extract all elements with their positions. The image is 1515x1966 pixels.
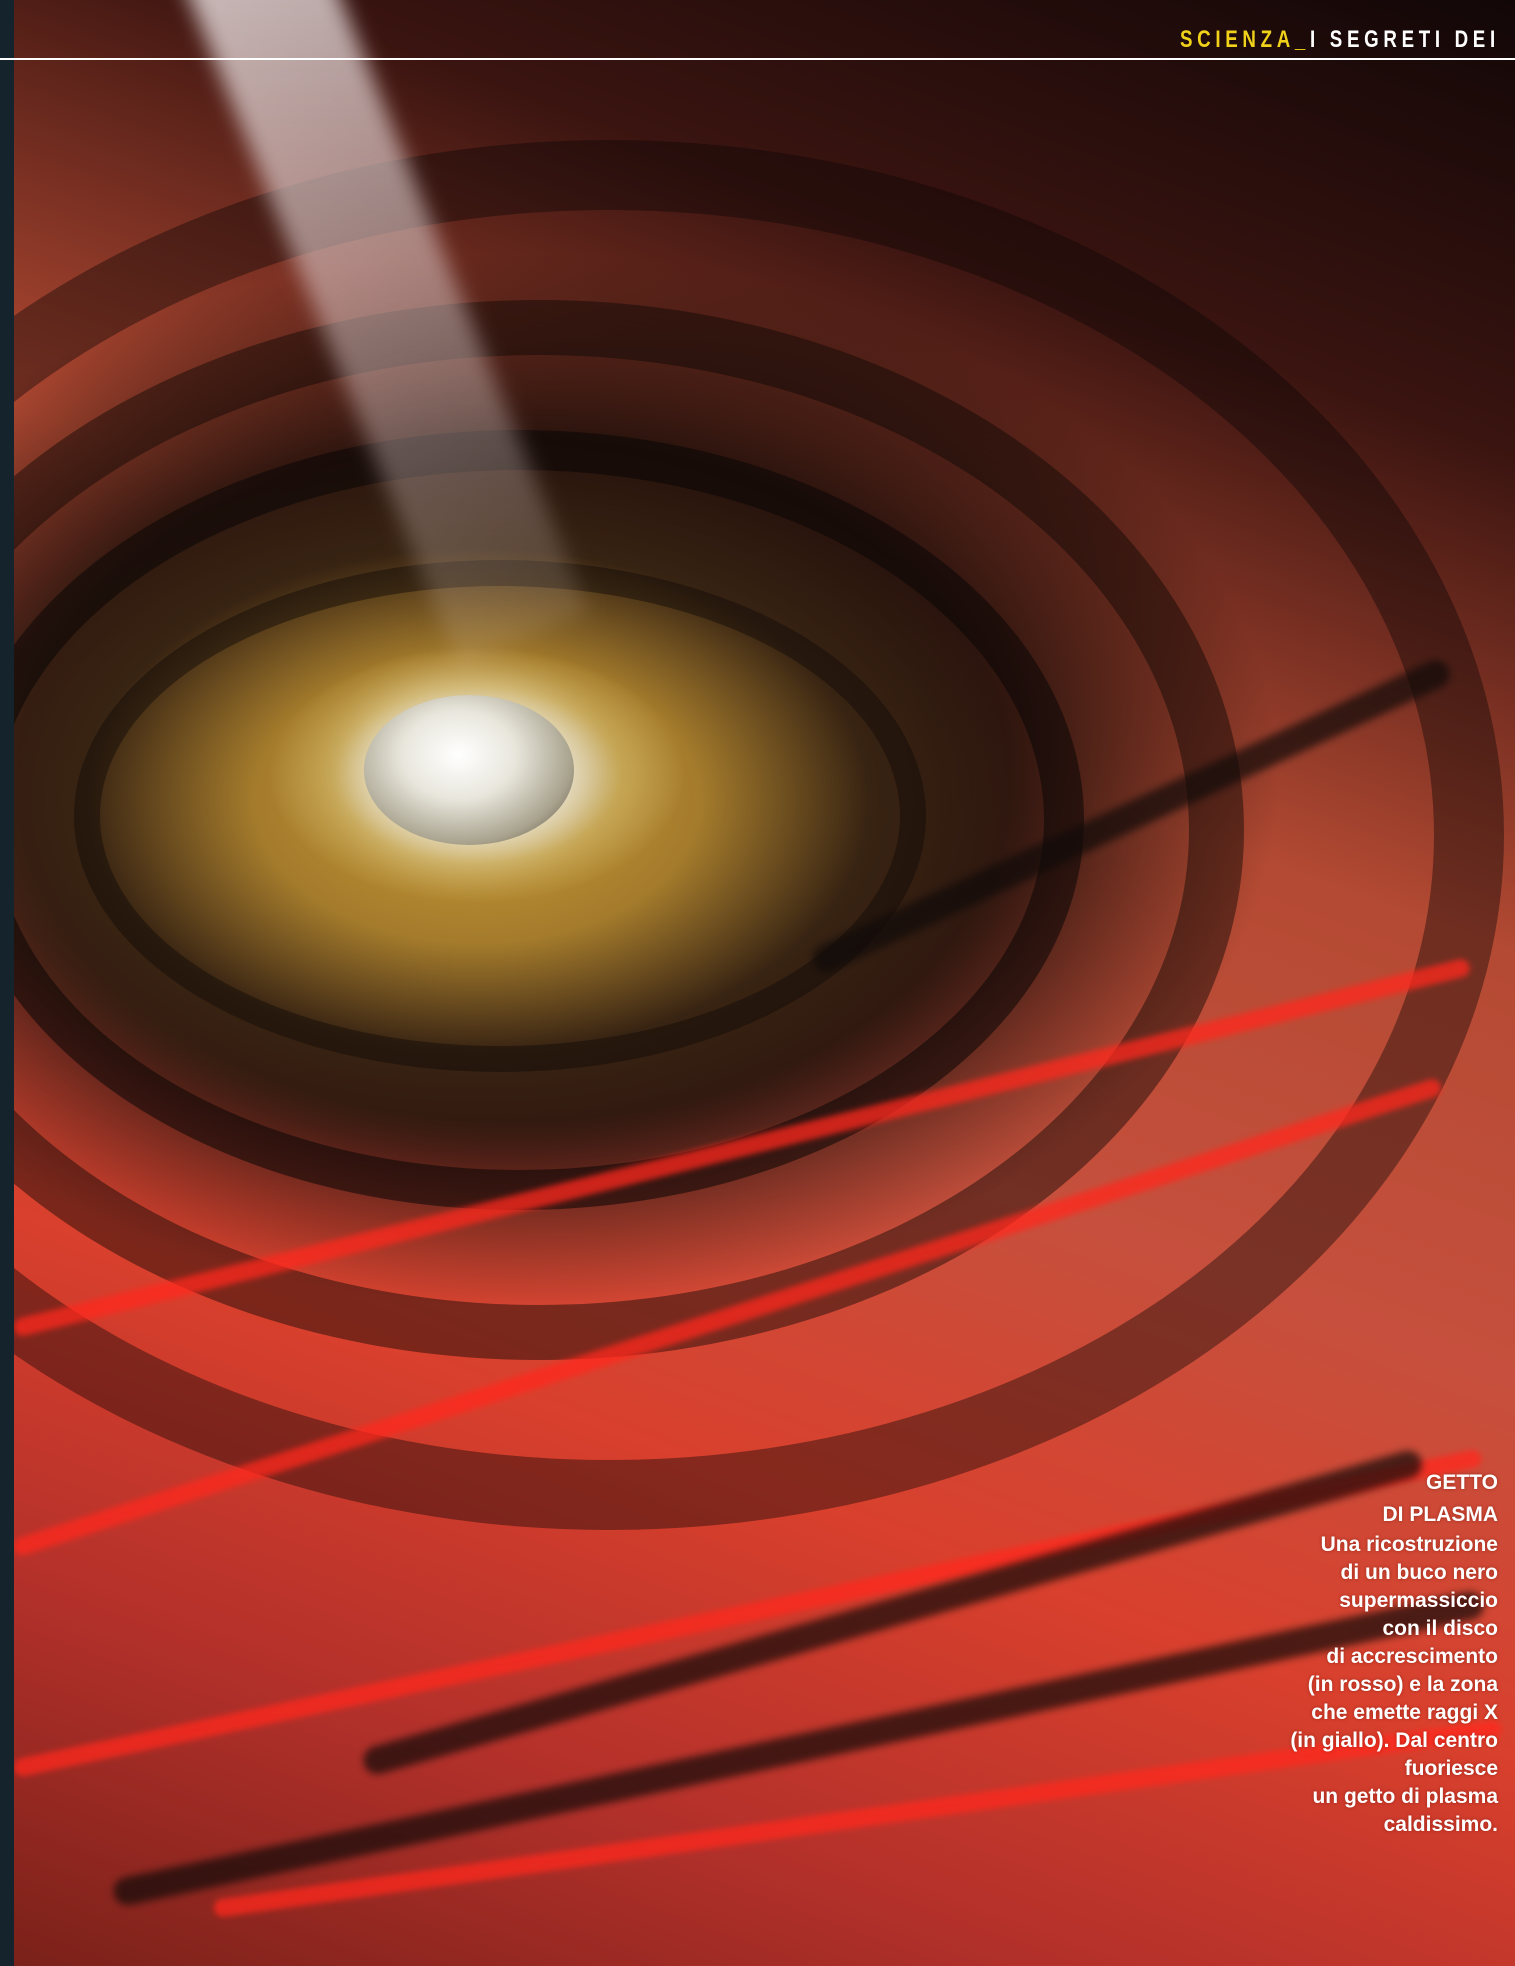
header-rule (0, 58, 1515, 60)
caption-body-line: caldissimo. (1383, 1813, 1498, 1836)
caption-body-line: un getto di plasma (1312, 1785, 1498, 1808)
caption-body-line: di un buco nero (1340, 1561, 1499, 1584)
figure-caption: GETTO DI PLASMA Una ricostruzione di un … (1198, 1467, 1498, 1839)
caption-title-line: GETTO (1426, 1471, 1498, 1494)
caption-body-line: che emette raggi X (1311, 1701, 1498, 1724)
caption-body-line: con il disco (1382, 1617, 1498, 1640)
section-label: SCIENZA (1180, 26, 1295, 53)
caption-title-line: DI PLASMA (1382, 1503, 1499, 1526)
header-separator: _ (1294, 26, 1311, 53)
caption-body-line: (in rosso) e la zona (1307, 1673, 1498, 1696)
caption-body-line: fuoriesce (1404, 1757, 1498, 1780)
black-hole-illustration (14, 0, 1515, 1966)
caption-body-line: supermassiccio (1339, 1589, 1498, 1612)
page-edge-strip (0, 0, 14, 1966)
caption-body-line: Una ricostruzione (1320, 1533, 1498, 1556)
black-hole-core (364, 695, 574, 845)
caption-body-line: (in giallo). Dal centro (1290, 1729, 1498, 1752)
caption-body-line: di accrescimento (1326, 1645, 1498, 1668)
running-header: SCIENZA_I SEGRETI DEI (1180, 26, 1500, 54)
header-title: I SEGRETI DEI (1310, 26, 1500, 53)
